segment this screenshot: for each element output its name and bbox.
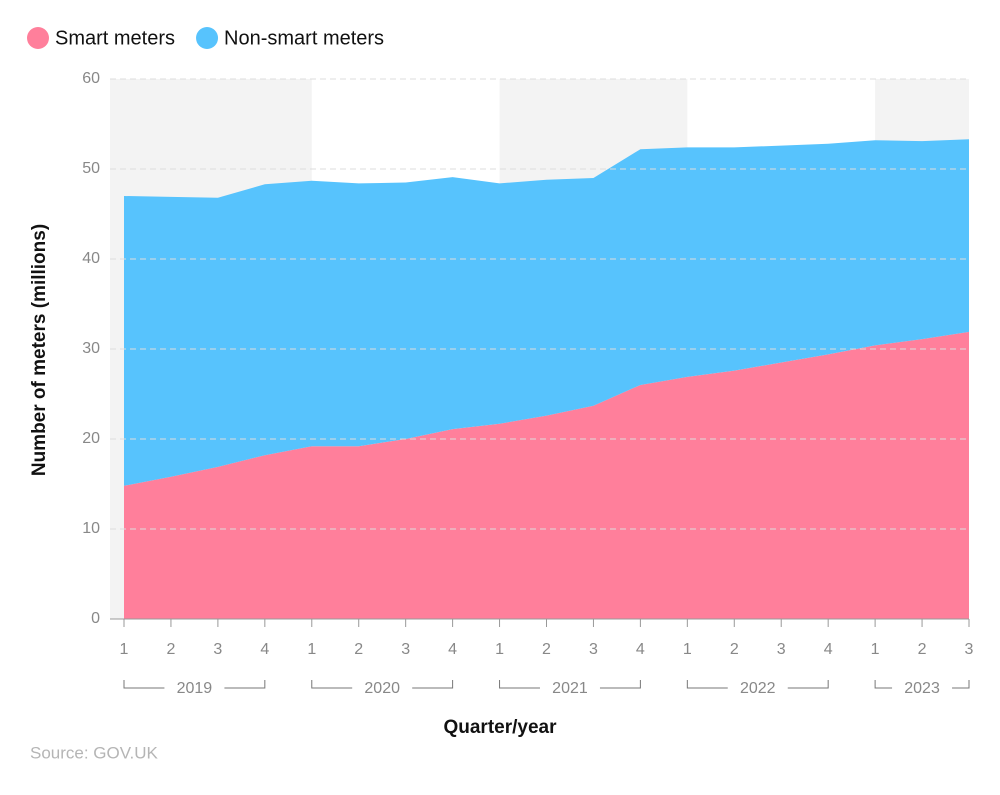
area — [124, 139, 969, 486]
legend-swatch — [196, 27, 219, 49]
x-tick-label: 3 — [777, 641, 786, 658]
x-tick-label: 4 — [636, 641, 645, 658]
x-tick-label: 3 — [213, 641, 222, 658]
y-tick-label: 50 — [82, 160, 100, 177]
y-tick-label: 30 — [82, 340, 100, 357]
y-tick-label: 40 — [82, 250, 100, 267]
x-tick-label: 1 — [683, 641, 692, 658]
group-label: 2023 — [904, 680, 940, 697]
x-tick-label: 2 — [730, 641, 739, 658]
legend-swatch — [27, 27, 49, 49]
source: Source: GOV.UK — [30, 743, 159, 762]
x-tick-label: 1 — [495, 641, 504, 658]
group-bracket — [499, 680, 641, 689]
x-tick-label: 3 — [965, 641, 974, 658]
group-bracket — [311, 680, 454, 689]
x-tick-label: 2 — [542, 641, 551, 658]
x-tick-label: 2 — [354, 641, 363, 658]
x-tick-label: 1 — [307, 641, 316, 658]
y-tick-label: 60 — [82, 70, 100, 87]
x-tick-label: 4 — [824, 641, 833, 658]
group-label: 2022 — [740, 680, 776, 697]
y-tick-label: 0 — [91, 610, 100, 627]
group-label: 2020 — [364, 680, 400, 697]
x-tick-label: 1 — [871, 641, 880, 658]
x-tick-label: 1 — [120, 641, 129, 658]
x-tick-label: 4 — [448, 641, 457, 658]
x-tick-label: 3 — [589, 641, 598, 658]
legend-label: Non-smart meters — [224, 27, 384, 49]
group-bracket — [686, 680, 829, 689]
x-tick-label: 3 — [401, 641, 410, 658]
x-tick-label: 2 — [166, 641, 175, 658]
y-tick-label: 10 — [82, 520, 100, 537]
area — [124, 331, 969, 619]
legend-label: Smart meters — [55, 27, 175, 49]
group-bracket — [123, 680, 266, 689]
x-tick-label: 4 — [260, 641, 269, 658]
x-axis-title: Quarter/year — [443, 717, 557, 738]
y-axis-title: Number of meters (millions) — [29, 224, 50, 476]
group-label: 2019 — [177, 680, 213, 697]
group-bracket — [874, 680, 970, 689]
x-tick-label: 2 — [918, 641, 927, 658]
y-tick-label: 20 — [82, 430, 100, 447]
group-label: 2021 — [552, 680, 588, 697]
